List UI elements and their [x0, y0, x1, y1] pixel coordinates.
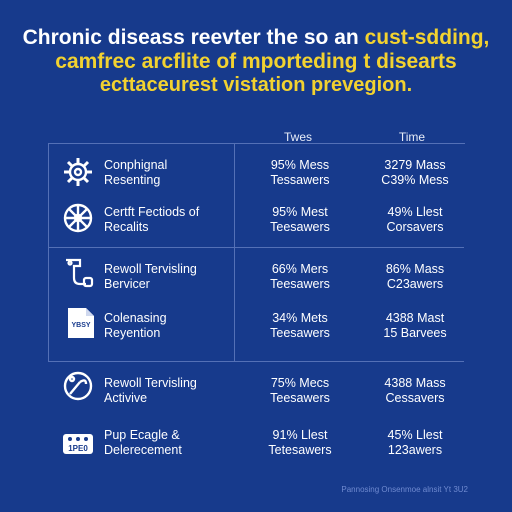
row-2-value-1: 95% Mest Teesawers [270, 205, 330, 234]
row-2-label: Certft Fectiods of Recalits [104, 205, 200, 234]
stethoscope-icon [60, 370, 96, 402]
medical-device-icon [60, 256, 96, 288]
row-divider [48, 247, 464, 248]
row-4-label: Colenasing Reyention [104, 311, 167, 340]
page-title-line-2: camfrec arcflite of mporteding t diseart… [55, 50, 457, 73]
svg-text:1PE0: 1PE0 [68, 444, 88, 453]
row-5-value-2: 4388 Mass Cessavers [384, 376, 446, 405]
title-yellow-part: cust-sdding, [364, 26, 490, 49]
gear-icon [60, 156, 96, 188]
wheel-icon [60, 202, 96, 234]
row-6-label: Pup Ecagle & Delerecement [104, 428, 182, 457]
footer-note: Pannosing Onsenmoe alnsit Yt 3U2 [341, 485, 468, 494]
row-3-value-2: 86% Mass C23awers [385, 262, 445, 291]
row-5-value-1: 75% Mecs Teesawers [270, 376, 330, 405]
row-3-label: Rewoll Tervisling Bervicer [104, 262, 197, 291]
column-divider [234, 143, 235, 362]
document-icon: YBSY [62, 307, 98, 339]
column-header-2: Time [398, 130, 426, 144]
row-2-value-2: 49% Llest Corsavers [386, 205, 444, 234]
row-6-value-2: 45% Llest 123awers [387, 428, 443, 457]
row-1-label: Conphignal Resenting [104, 158, 168, 187]
row-5-label: Rewoll Tervisling Activive [104, 376, 197, 405]
pill-pack-icon: 1PE0 [60, 428, 96, 460]
row-1-value-2: 3279 Mass C39% Mess [381, 158, 449, 187]
title-white-part: Chronic diseass reevter the so an [22, 26, 359, 49]
svg-text:YBSY: YBSY [71, 322, 90, 329]
row-3-value-1: 66% Mers Teesawers [270, 262, 330, 291]
row-4-value-1: 34% Mets Teesawers [270, 311, 330, 340]
page-title-line-3: ecttaceurest vistation prevegion. [99, 74, 413, 96]
row-divider [48, 361, 464, 362]
row-1-value-1: 95% Mess Tessawers [270, 158, 330, 187]
table-frame [48, 143, 465, 362]
row-4-value-2: 4388 Mast 15 Barvees [383, 311, 447, 340]
row-6-value-1: 91% Llest Tetesawers [268, 428, 332, 457]
column-header-1: Twes [283, 130, 312, 144]
page-title-line-1: Chronic diseass reevter the so an cust-s… [0, 26, 512, 50]
